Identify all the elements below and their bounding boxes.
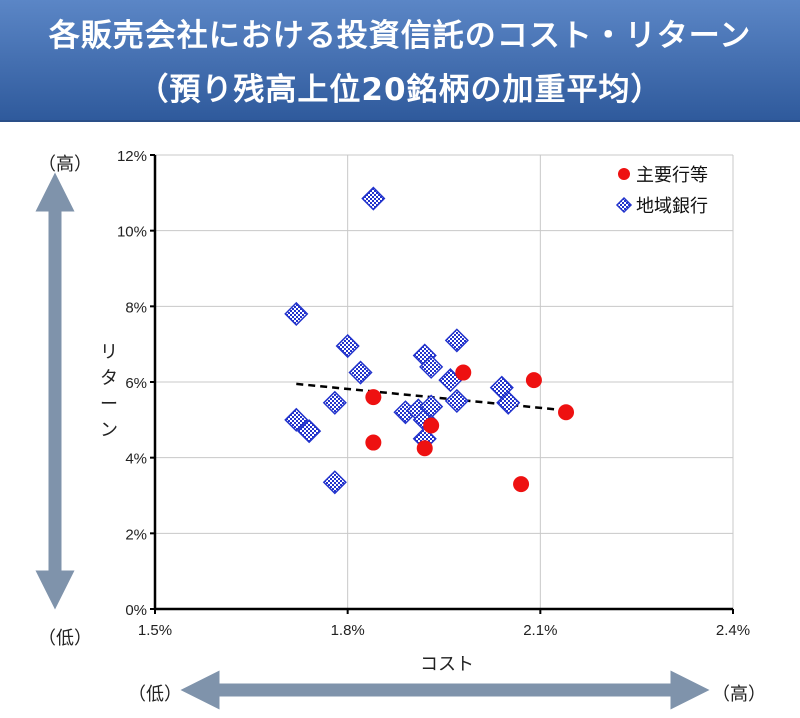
regional-bank-point — [284, 407, 309, 432]
regional-bank-point — [348, 360, 373, 385]
x-tick-label: 1.8% — [331, 622, 365, 639]
x-axis-high-label: （高） — [712, 684, 766, 705]
regional-bank-point — [297, 419, 322, 444]
y-tick-label: 0% — [125, 602, 147, 619]
regional-bank-point — [284, 301, 309, 326]
regional-bank-point — [322, 390, 347, 415]
title-banner: 各販売会社における投資信託のコスト・リターン （預り残高上位20銘柄の加重平均） — [0, 0, 800, 122]
regional-bank-point — [419, 354, 444, 379]
y-tick-label: 10% — [117, 224, 147, 241]
regional-bank-point — [496, 390, 521, 415]
y-axis-high-label: （高） — [38, 154, 92, 175]
major-bank-point — [455, 364, 472, 381]
regional-bank-point — [361, 186, 386, 211]
x-axis-title: コスト — [420, 654, 474, 675]
major-bank-point — [525, 372, 542, 389]
major-bank-point — [416, 440, 433, 457]
y-tick-label: 2% — [125, 526, 147, 543]
page-subtitle: （預り残高上位20銘柄の加重平均） — [137, 72, 663, 108]
major-bank-point — [365, 389, 382, 406]
y-tick-label: 8% — [125, 299, 147, 316]
y-tick-label: 12% — [117, 148, 147, 165]
y-axis-low-label: （低） — [38, 628, 92, 649]
legend-major-label: 主要行等 — [636, 165, 708, 186]
major-bank-point — [513, 476, 530, 493]
x-tick-label: 1.5% — [138, 622, 172, 639]
y-axis-title: リターン — [100, 342, 118, 441]
legend-regional-label: 地域銀行 — [636, 196, 708, 217]
x-axis-low-label: （低） — [128, 684, 182, 705]
y-tick-label: 6% — [125, 375, 147, 392]
regional-bank-point — [335, 333, 360, 359]
major-bank-point — [558, 404, 575, 421]
legend-major-marker — [618, 168, 630, 180]
page-title: 各販売会社における投資信託のコスト・リターン — [48, 18, 752, 54]
legend-regional-marker — [615, 196, 633, 214]
regional-bank-point — [444, 388, 469, 413]
major-bank-point — [365, 434, 382, 451]
major-bank-point — [423, 417, 440, 434]
regional-bank-point — [322, 470, 347, 495]
regional-bank-point — [444, 328, 469, 353]
x-tick-label: 2.4% — [716, 622, 750, 639]
y-tick-label: 4% — [125, 451, 147, 468]
x-tick-label: 2.1% — [523, 622, 557, 639]
